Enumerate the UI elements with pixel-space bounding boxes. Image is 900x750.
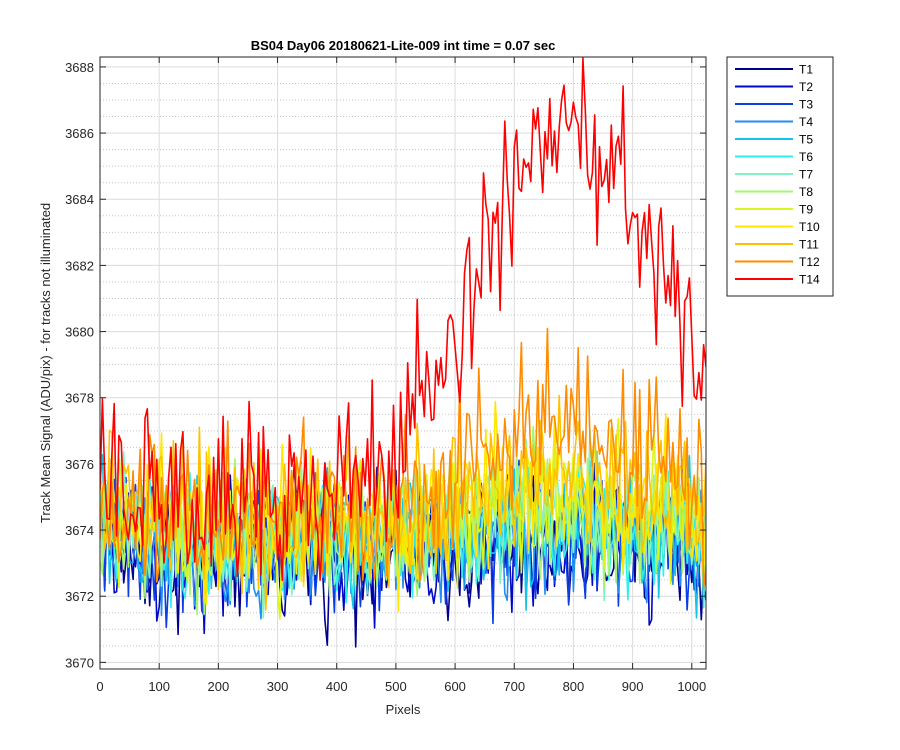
legend-items: T1 T2 T3 T4 T5 T6 T7 T8 T9 T10 T11 T12 T14 — [735, 63, 820, 287]
legend-label: T9 — [799, 203, 813, 217]
legend[interactable]: T1 T2 T3 T4 T5 T6 T7 T8 T9 T10 T11 T12 T14 — [726, 56, 834, 297]
x-tick-label: 700 — [503, 679, 525, 694]
y-axis-label: Track Mean Signal (ADU/pix) - for tracks… — [38, 203, 53, 523]
x-tick-label: 400 — [326, 679, 348, 694]
legend-label: T1 — [799, 63, 813, 77]
legend-label: T5 — [799, 133, 813, 147]
axis-ticks: 0 100 200 300 400 500 600 700 800 900 1000 3670 3672… — [65, 57, 706, 694]
x-tick-label: 300 — [267, 679, 289, 694]
legend-label: T10 — [799, 220, 820, 234]
x-tick-label: 900 — [622, 679, 644, 694]
plot-frame — [99, 56, 707, 670]
series-line-t12 — [100, 327, 706, 590]
legend-label: T12 — [799, 255, 820, 269]
x-tick-label: 0 — [96, 679, 103, 694]
legend-label: T11 — [799, 238, 819, 252]
legend-label: T7 — [799, 168, 813, 182]
y-tick-label: 3684 — [65, 192, 94, 207]
y-tick-label: 3676 — [65, 457, 94, 472]
legend-label: T8 — [799, 185, 813, 199]
y-tick-label: 3686 — [65, 126, 94, 141]
x-axis-label: Pixels — [386, 702, 421, 717]
series-line-t14 — [100, 57, 706, 581]
y-tick-label: 3682 — [65, 258, 94, 273]
x-tick-label: 500 — [385, 679, 407, 694]
legend-label: T2 — [799, 80, 813, 94]
y-tick-label: 3680 — [65, 325, 94, 340]
x-tick-label: 200 — [208, 679, 230, 694]
legend-box — [726, 56, 834, 297]
legend-label: T14 — [799, 273, 820, 287]
x-tick-label: 100 — [148, 679, 170, 694]
series-line-t11 — [100, 394, 706, 611]
y-tick-label: 3688 — [65, 60, 94, 75]
x-tick-label: 600 — [444, 679, 466, 694]
legend-label: T6 — [799, 150, 813, 164]
legend-label: T3 — [799, 98, 813, 112]
y-tick-label: 3672 — [65, 589, 94, 604]
y-tick-label: 3670 — [65, 655, 94, 670]
x-tick-label: 800 — [563, 679, 585, 694]
y-tick-label: 3674 — [65, 523, 94, 538]
legend-label: T4 — [799, 115, 813, 129]
x-tick-label: 1000 — [677, 679, 706, 694]
y-tick-label: 3678 — [65, 391, 94, 406]
plot-area — [100, 57, 706, 648]
chart-title: BS04 Day06 20180621-Lite-009 int time = … — [251, 38, 556, 53]
